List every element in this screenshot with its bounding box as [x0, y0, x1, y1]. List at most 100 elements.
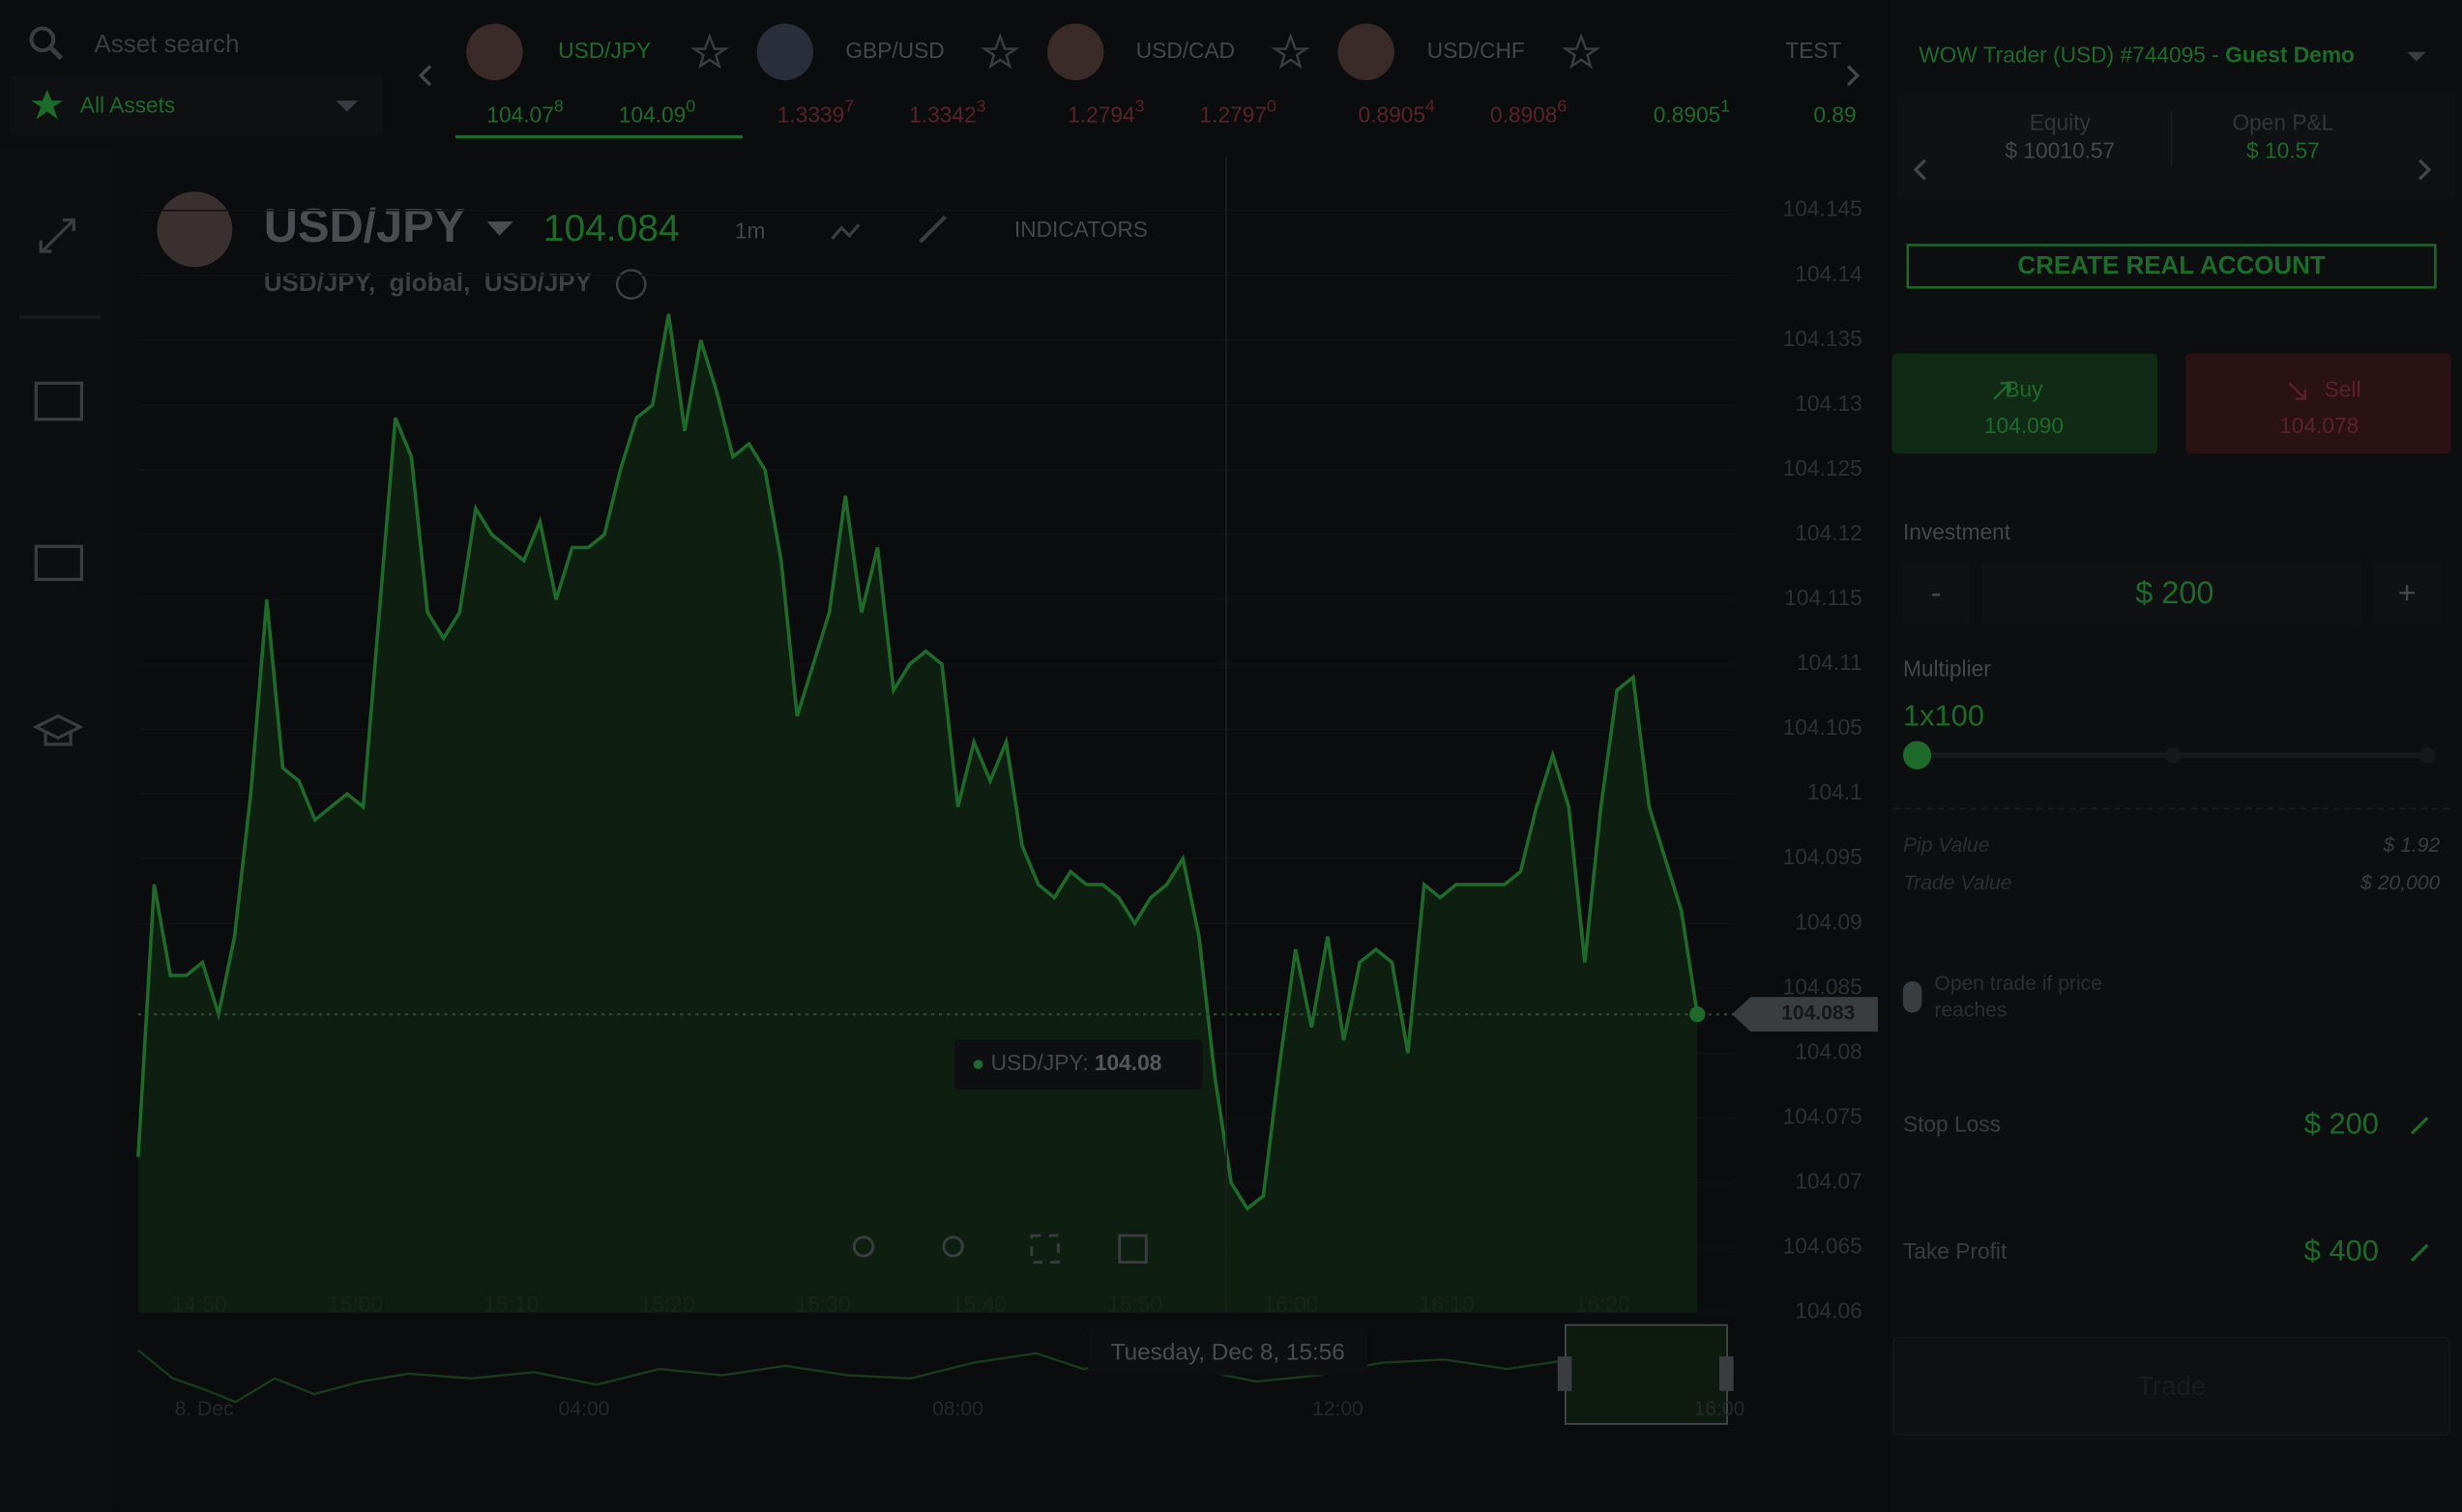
slider-step — [2165, 747, 2182, 764]
asset-filter[interactable] — [9, 75, 384, 135]
buy-price: 104.090 — [1984, 413, 2064, 438]
buy-icon — [1993, 382, 2011, 400]
y-tick-label: 104.14 — [1795, 261, 1862, 286]
slider-handle[interactable] — [1902, 741, 1932, 770]
account-dropdown[interactable] — [2407, 51, 2426, 62]
open-if-label: reaches — [1934, 999, 2007, 1021]
ask-sup: 0 — [1267, 96, 1276, 115]
navigator-window[interactable] — [1565, 1323, 1728, 1425]
chart-subtitle: USD/JPY, global, USD/JPY — [264, 268, 592, 297]
minus-label: - — [1931, 575, 1942, 610]
flag-icon — [756, 23, 814, 80]
y-tick-label: 104.085 — [1783, 974, 1862, 999]
symbol-dropdown[interactable] — [486, 221, 513, 236]
summary-next[interactable] — [2418, 159, 2432, 181]
tab-quote: 0.89086 — [1490, 96, 1568, 127]
plus-button[interactable] — [2374, 562, 2441, 625]
tab-quote: 0.89054 — [1359, 96, 1436, 127]
ask-sup: 0 — [686, 96, 695, 115]
ask: 0.89 — [1813, 102, 1856, 127]
tabs-prev[interactable] — [418, 65, 432, 87]
trade-value-label: Trade Value — [1903, 872, 2012, 894]
favorite-star[interactable] — [1271, 33, 1310, 70]
video-icon[interactable] — [34, 544, 84, 581]
take-profit-value[interactable]: $ 400 — [2304, 1234, 2379, 1267]
trade-button[interactable] — [1892, 1336, 2450, 1437]
tooltip-dot — [973, 1060, 983, 1069]
navigator-labels: 8. Dec 04:00 08:00 12:00 16:00 — [175, 1398, 1745, 1420]
draw-button[interactable] — [919, 215, 947, 244]
chart-symbol[interactable]: USD/JPY — [264, 200, 465, 252]
create-account-label: CREATE REAL ACCOUNT — [2017, 250, 2325, 279]
ask: 1.3342 — [909, 102, 977, 127]
navigator-handle[interactable] — [1557, 1356, 1572, 1391]
y-tick-label: 104.08 — [1795, 1038, 1862, 1063]
y-tick-label: 104.11 — [1797, 650, 1862, 675]
interval-button[interactable]: 1m — [735, 218, 766, 243]
multiplier-value: 1x100 — [1903, 698, 1984, 732]
tabs-next[interactable] — [1846, 65, 1861, 87]
buy-label: Buy — [2005, 376, 2043, 401]
bid-sup: 4 — [1425, 96, 1435, 115]
zoom-out[interactable] — [852, 1236, 875, 1258]
trade-icon[interactable] — [39, 218, 75, 253]
pnl-label: Open P&L — [2232, 109, 2333, 134]
favorite-star[interactable] — [981, 33, 1020, 70]
search[interactable]: Asset search — [29, 26, 240, 60]
pip-value: $ 1.92 — [2383, 834, 2441, 857]
tooltip — [954, 1039, 1203, 1090]
edit-icon[interactable] — [2410, 1117, 2429, 1135]
zoom-in[interactable] — [942, 1236, 964, 1258]
dropdown-arrow — [336, 101, 359, 112]
account-summary — [1896, 94, 2456, 198]
slider-step — [2419, 747, 2436, 764]
bid: 1.3339 — [777, 102, 845, 127]
y-tick-label: 104.09 — [1795, 909, 1862, 934]
ask: 104.09 — [619, 102, 687, 127]
sell-label: Sell — [2325, 376, 2361, 401]
amount-value: $ 200 — [2135, 575, 2213, 610]
sell-button[interactable] — [2185, 353, 2451, 454]
y-tick-label: 104.075 — [1783, 1103, 1862, 1128]
amount-input[interactable] — [1981, 562, 2362, 625]
navigator-handle[interactable] — [1718, 1356, 1734, 1391]
bid: 0.8905 — [1359, 102, 1426, 127]
navigator-series — [137, 1333, 1728, 1404]
stop-loss-label: Stop Loss — [1903, 1111, 2001, 1136]
area — [137, 313, 1698, 1313]
news-icon[interactable] — [34, 381, 84, 422]
ask-sup: 3 — [977, 96, 986, 115]
summary-prev[interactable] — [1913, 159, 1926, 181]
search-placeholder: Asset search — [94, 29, 239, 58]
navigator-label: 12:00 — [1312, 1398, 1363, 1420]
buy-button[interactable] — [1891, 353, 2157, 454]
fit[interactable] — [1030, 1234, 1060, 1265]
create-account-button[interactable] — [1906, 244, 2437, 289]
indicators-button[interactable]: INDICATORS — [1014, 217, 1148, 242]
ask: 0.8908 — [1490, 102, 1558, 127]
y-tick-label: 104.07 — [1795, 1169, 1862, 1194]
favorite-star[interactable] — [689, 33, 730, 70]
tab-symbol: GBP/USD — [845, 38, 944, 63]
screenshot[interactable] — [1118, 1234, 1148, 1265]
y-tick-label: 104.115 — [1784, 585, 1861, 610]
navigator-label: 8. Dec — [175, 1398, 234, 1420]
y-tick-label: 104.145 — [1783, 196, 1862, 221]
bid: 1.2794 — [1068, 102, 1135, 127]
chart-type-button[interactable] — [831, 223, 861, 241]
tooltip-name: USD/JPY: — [991, 1050, 1095, 1075]
education-icon[interactable] — [32, 713, 84, 746]
favorite-star[interactable] — [1561, 33, 1601, 70]
flag-icon — [1047, 23, 1104, 80]
info-icon[interactable] — [615, 269, 647, 300]
y-tick-label: 104.135 — [1783, 326, 1862, 351]
account-name: WOW Trader (USD) #744095 - — [1919, 43, 2225, 68]
stop-loss-value[interactable]: $ 200 — [2304, 1107, 2379, 1141]
take-profit-label: Take Profit — [1903, 1238, 2008, 1264]
edit-icon[interactable] — [2410, 1243, 2429, 1263]
toggle[interactable] — [1902, 981, 1922, 1013]
y-tick-label: 104.125 — [1783, 455, 1862, 480]
account-title[interactable]: WOW Trader (USD) #744095 - Guest Demo — [1919, 43, 2355, 68]
tab-quote: 1.33423 — [909, 96, 986, 127]
minus-button[interactable] — [1902, 562, 1970, 625]
